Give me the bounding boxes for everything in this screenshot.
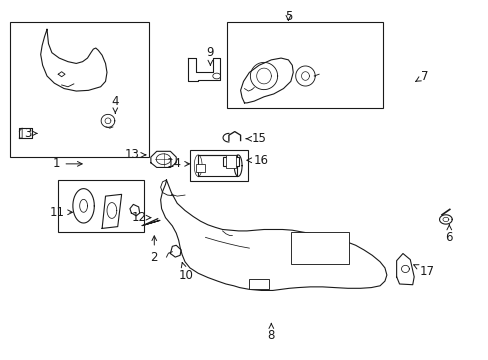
Bar [225, 155, 235, 168]
Text: 12: 12 [132, 211, 150, 224]
Text: 8: 8 [267, 324, 274, 342]
Bar [195, 164, 204, 172]
Bar [223, 157, 238, 166]
Text: 10: 10 [178, 262, 193, 282]
Text: 15: 15 [245, 132, 266, 145]
Text: 4: 4 [111, 95, 119, 113]
Text: 3: 3 [24, 127, 37, 140]
Text: 11: 11 [49, 206, 72, 219]
Bar [249, 279, 268, 289]
Text: 17: 17 [413, 265, 434, 278]
Text: 6: 6 [445, 225, 452, 244]
Text: 2: 2 [150, 236, 158, 264]
Text: 13: 13 [124, 148, 145, 161]
Bar [58, 180, 143, 232]
Bar [189, 150, 248, 181]
Text: 1: 1 [53, 157, 82, 170]
Bar [10, 22, 149, 157]
Bar [227, 22, 383, 108]
Text: 14: 14 [166, 157, 189, 170]
Text: 7: 7 [415, 69, 428, 82]
Text: 16: 16 [246, 154, 268, 167]
Bar [290, 232, 348, 264]
Text: 5: 5 [284, 10, 291, 23]
Text: 9: 9 [206, 46, 214, 65]
